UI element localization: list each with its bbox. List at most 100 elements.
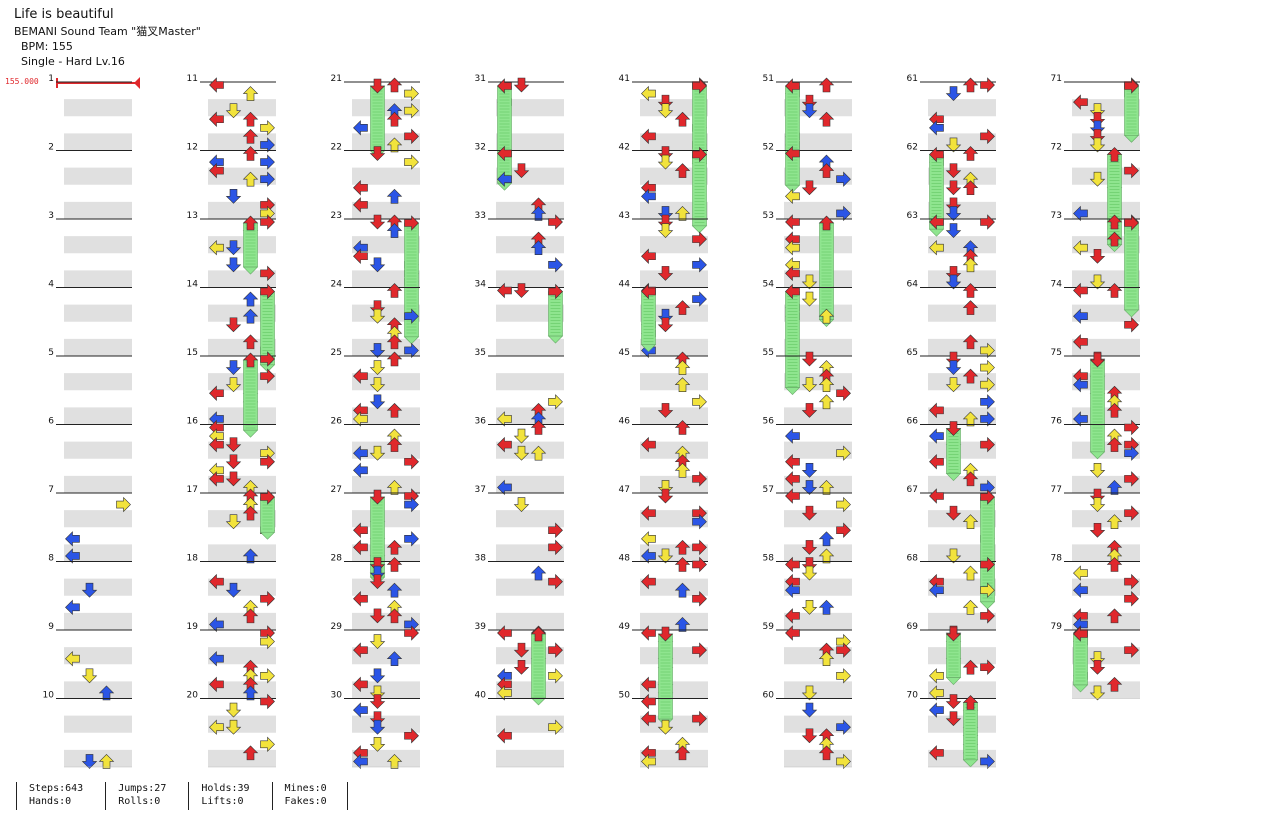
- right-arrow-icon: [692, 231, 707, 247]
- right-arrow-icon: [548, 283, 563, 300]
- down-arrow-icon: [225, 240, 242, 256]
- down-arrow-icon: [801, 480, 818, 495]
- up-arrow-icon: [386, 223, 403, 238]
- up-arrow-icon: [386, 437, 403, 452]
- right-arrow-icon: [260, 693, 275, 710]
- left-arrow-icon: [497, 145, 512, 162]
- down-arrow-icon: [513, 642, 530, 658]
- right-arrow-icon: [404, 728, 419, 744]
- beat-stripe: [352, 133, 420, 151]
- beat-stripe: [64, 578, 132, 596]
- measure-number: 29: [331, 622, 343, 632]
- down-arrow-icon: [369, 694, 386, 709]
- left-arrow-icon: [1073, 376, 1088, 393]
- hold-tail: [945, 473, 962, 481]
- beat-stripe: [64, 201, 132, 219]
- right-arrow-icon: [260, 214, 275, 230]
- left-arrow-icon: [1073, 411, 1088, 427]
- right-arrow-icon: [260, 368, 275, 384]
- song-artist: BEMANI Sound Team "猫叉Master": [14, 25, 201, 38]
- up-arrow-icon: [98, 685, 115, 701]
- left-arrow-icon: [497, 728, 512, 744]
- up-arrow-icon: [674, 111, 691, 127]
- up-arrow-icon: [674, 557, 691, 572]
- left-arrow-icon: [353, 120, 368, 136]
- right-arrow-icon: [548, 642, 563, 658]
- beat-stripe: [496, 270, 564, 288]
- beat-stripe: [352, 715, 420, 733]
- left-arrow-icon: [353, 411, 368, 427]
- song-header: Life is beautiful BEMANI Sound Team "猫叉M…: [14, 6, 201, 69]
- beat-stripe: [496, 715, 564, 733]
- down-arrow-icon: [513, 659, 530, 675]
- down-arrow-icon: [801, 274, 818, 290]
- right-arrow-icon: [548, 668, 563, 684]
- measure-number: 71: [1051, 74, 1062, 84]
- up-arrow-icon: [242, 352, 259, 368]
- right-arrow-icon: [1124, 78, 1139, 94]
- down-arrow-icon: [225, 103, 242, 119]
- left-arrow-icon: [353, 180, 368, 196]
- down-arrow-icon: [369, 608, 386, 624]
- left-arrow-icon: [353, 522, 368, 538]
- beat-stripe: [640, 715, 708, 733]
- beat-stripe: [496, 338, 564, 356]
- left-arrow-icon: [641, 248, 656, 264]
- beat-stripe: [928, 715, 996, 733]
- stats-bar: Steps:643 Hands:0 Jumps:27 Rolls:0 Holds…: [16, 782, 348, 810]
- chart-column: 41 42 43 44 45 46 47 48 49 50: [619, 74, 708, 770]
- chart-column: 51 52 53 54 55 56 57 58 59 60: [763, 74, 852, 770]
- beat-stripe: [64, 304, 132, 322]
- stat-rolls: Rolls:0: [118, 796, 161, 807]
- beat-stripe: [1072, 441, 1140, 459]
- left-arrow-icon: [497, 479, 512, 496]
- measure-number: 12: [187, 143, 198, 153]
- beat-stripe: [64, 510, 132, 528]
- beat-stripe: [64, 612, 132, 630]
- up-arrow-icon: [962, 565, 979, 581]
- beat-stripe: [64, 133, 132, 151]
- left-arrow-icon: [929, 428, 944, 444]
- down-arrow-icon: [369, 343, 386, 358]
- down-arrow-icon: [225, 257, 242, 273]
- down-arrow-icon: [1089, 171, 1106, 187]
- down-arrow-icon: [1089, 137, 1106, 153]
- down-arrow-icon: [945, 421, 962, 436]
- beat-stripe: [640, 612, 708, 630]
- up-arrow-icon: [242, 291, 259, 307]
- left-arrow-icon: [209, 616, 224, 633]
- right-arrow-icon: [836, 496, 851, 513]
- beat-stripe: [496, 236, 564, 254]
- left-arrow-icon: [929, 120, 944, 136]
- up-arrow-icon: [242, 505, 259, 521]
- right-arrow-icon: [1124, 591, 1139, 607]
- chart-column: 21 22 23 24 25 26 27 28 29 30: [331, 74, 420, 770]
- hold-body: [370, 85, 385, 152]
- left-arrow-icon: [929, 402, 944, 419]
- beat-stripe: [640, 201, 708, 219]
- beat-stripe: [928, 201, 996, 219]
- right-arrow-icon: [692, 394, 707, 410]
- beat-stripe: [496, 167, 564, 185]
- down-arrow-icon: [225, 360, 242, 375]
- left-arrow-icon: [209, 436, 224, 453]
- right-arrow-icon: [260, 154, 275, 170]
- measure-number: 9: [48, 622, 54, 632]
- beat-stripe: [208, 373, 276, 391]
- beat-stripe: [352, 475, 420, 493]
- up-arrow-icon: [674, 300, 691, 315]
- measure-number: 24: [331, 280, 343, 290]
- beat-stripe: [928, 99, 996, 117]
- up-arrow-icon: [242, 171, 259, 187]
- left-arrow-icon: [353, 642, 368, 658]
- right-arrow-icon: [980, 489, 995, 505]
- up-arrow-icon: [674, 745, 691, 761]
- hold-body: [497, 85, 512, 184]
- hold-tail: [547, 335, 564, 344]
- chart-column: 61 62 63 64 65 66 67 68 69 70: [907, 74, 996, 770]
- down-arrow-icon: [945, 137, 962, 153]
- left-arrow-icon: [209, 162, 224, 179]
- up-arrow-icon: [530, 420, 547, 435]
- beat-stripe: [496, 544, 564, 562]
- beat-stripe: [496, 201, 564, 219]
